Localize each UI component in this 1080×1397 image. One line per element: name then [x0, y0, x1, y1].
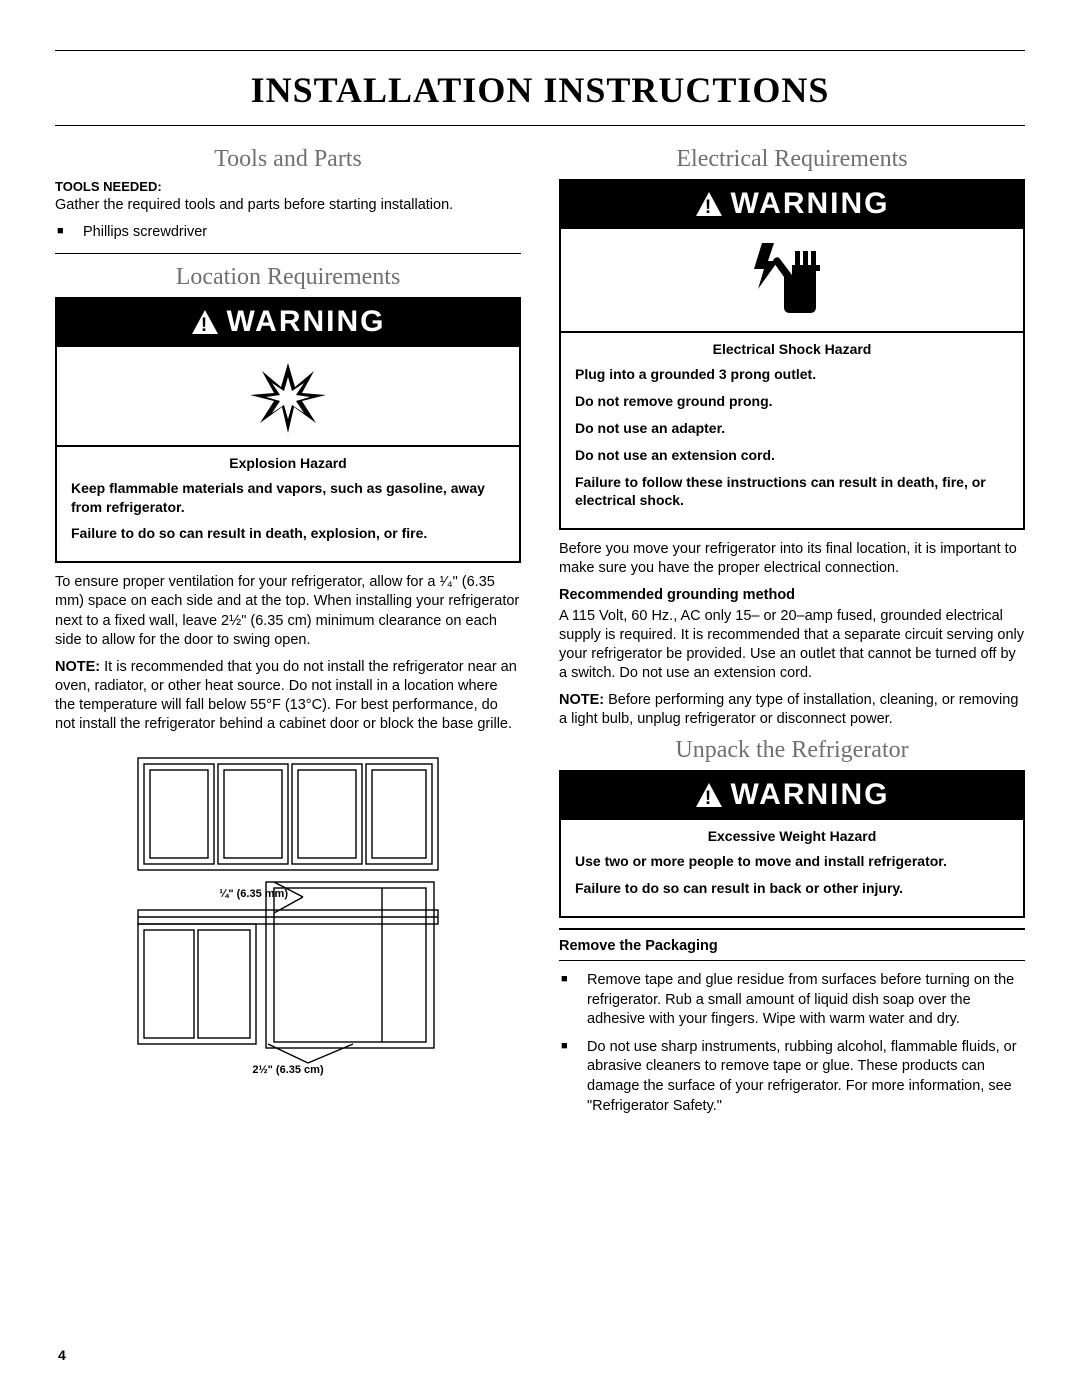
warning-line: Do not remove ground prong.: [575, 392, 1009, 411]
shock-hand-icon: [748, 239, 836, 321]
hazard-title: Electrical Shock Hazard: [575, 341, 1009, 357]
svg-text:2½" (6.35 cm): 2½" (6.35 cm): [252, 1064, 324, 1076]
alert-icon: !: [191, 309, 219, 335]
unpack-heading: Unpack the Refrigerator: [559, 737, 1025, 764]
content-columns: Tools and Parts TOOLS NEEDED: Gather the…: [55, 138, 1025, 1126]
unpack-list: Remove tape and glue residue from surfac…: [559, 971, 1025, 1116]
warning-line: Do not use an adapter.: [575, 419, 1009, 438]
alert-icon: !: [695, 191, 723, 217]
list-item: Remove tape and glue residue from surfac…: [559, 971, 1025, 1030]
svg-text:!: !: [704, 197, 712, 217]
warning-box-explosion: ! WARNING Explosion Hazard Keep flammabl…: [55, 297, 521, 564]
divider: [55, 253, 521, 254]
warning-content: Electrical Shock Hazard Plug into a grou…: [561, 333, 1023, 528]
warning-line: Failure to follow these instructions can…: [575, 473, 1009, 511]
svg-text:!: !: [200, 315, 208, 335]
tools-intro: Gather the required tools and parts befo…: [55, 196, 521, 215]
location-p1: To ensure proper ventilation for your re…: [55, 573, 521, 650]
hazard-title: Excessive Weight Hazard: [575, 828, 1009, 844]
electrical-p1: Before you move your refrigerator into i…: [559, 540, 1025, 578]
warning-box-electrical: ! WARNING Electrical Shock Hazard Plug i…: [559, 179, 1025, 530]
warning-box-weight: ! WARNING Excessive Weight Hazard Use tw…: [559, 770, 1025, 918]
warning-line: Use two or more people to move and insta…: [575, 852, 1009, 871]
list-item: Phillips screwdriver: [55, 223, 521, 243]
divider: [559, 928, 1025, 930]
warning-line: Keep flammable materials and vapors, suc…: [71, 479, 505, 517]
list-item: Do not use sharp instruments, rubbing al…: [559, 1038, 1025, 1116]
warning-label: WARNING: [731, 187, 890, 221]
right-column: Electrical Requirements ! WARNING: [559, 138, 1025, 1126]
warning-banner: ! WARNING: [561, 772, 1023, 820]
warning-label: WARNING: [731, 778, 890, 812]
location-note: NOTE: It is recommended that you do not …: [55, 658, 521, 735]
rec-ground-body: A 115 Volt, 60 Hz., AC only 15– or 20–am…: [559, 607, 1025, 684]
warning-content: Explosion Hazard Keep flammable material…: [57, 447, 519, 562]
warning-label: WARNING: [227, 305, 386, 339]
warning-banner: ! WARNING: [561, 181, 1023, 229]
warning-line: Do not use an extension cord.: [575, 446, 1009, 465]
tools-list: Phillips screwdriver: [55, 223, 521, 243]
rec-ground-head: Recommended grounding method: [559, 587, 1025, 603]
svg-text:¼" (6.35 mm): ¼" (6.35 mm): [219, 888, 288, 900]
warning-line: Failure to do so can result in death, ex…: [71, 524, 505, 543]
hazard-title: Explosion Hazard: [71, 455, 505, 471]
remove-packaging-head: Remove the Packaging: [559, 938, 1025, 954]
hazard-icon-row: [561, 229, 1023, 333]
svg-text:!: !: [704, 788, 712, 808]
clearance-diagram: ¼" (6.35 mm) 2½" (6.35 cm): [55, 748, 521, 1088]
warning-line: Failure to do so can result in back or o…: [575, 879, 1009, 898]
electrical-heading: Electrical Requirements: [559, 146, 1025, 173]
tools-heading: Tools and Parts: [55, 146, 521, 173]
page-title: INSTALLATION INSTRUCTIONS: [55, 50, 1025, 126]
tools-subhead: TOOLS NEEDED:: [55, 179, 521, 194]
warning-content: Excessive Weight Hazard Use two or more …: [561, 820, 1023, 916]
location-heading: Location Requirements: [55, 264, 521, 291]
electrical-note: NOTE: Before performing any type of inst…: [559, 691, 1025, 729]
warning-line: Plug into a grounded 3 prong outlet.: [575, 365, 1009, 384]
warning-banner: ! WARNING: [57, 299, 519, 347]
left-column: Tools and Parts TOOLS NEEDED: Gather the…: [55, 138, 521, 1126]
hazard-icon-row: [57, 347, 519, 447]
divider: [559, 960, 1025, 961]
explosion-icon: [248, 357, 328, 435]
page-number: 4: [58, 1347, 66, 1363]
alert-icon: !: [695, 782, 723, 808]
